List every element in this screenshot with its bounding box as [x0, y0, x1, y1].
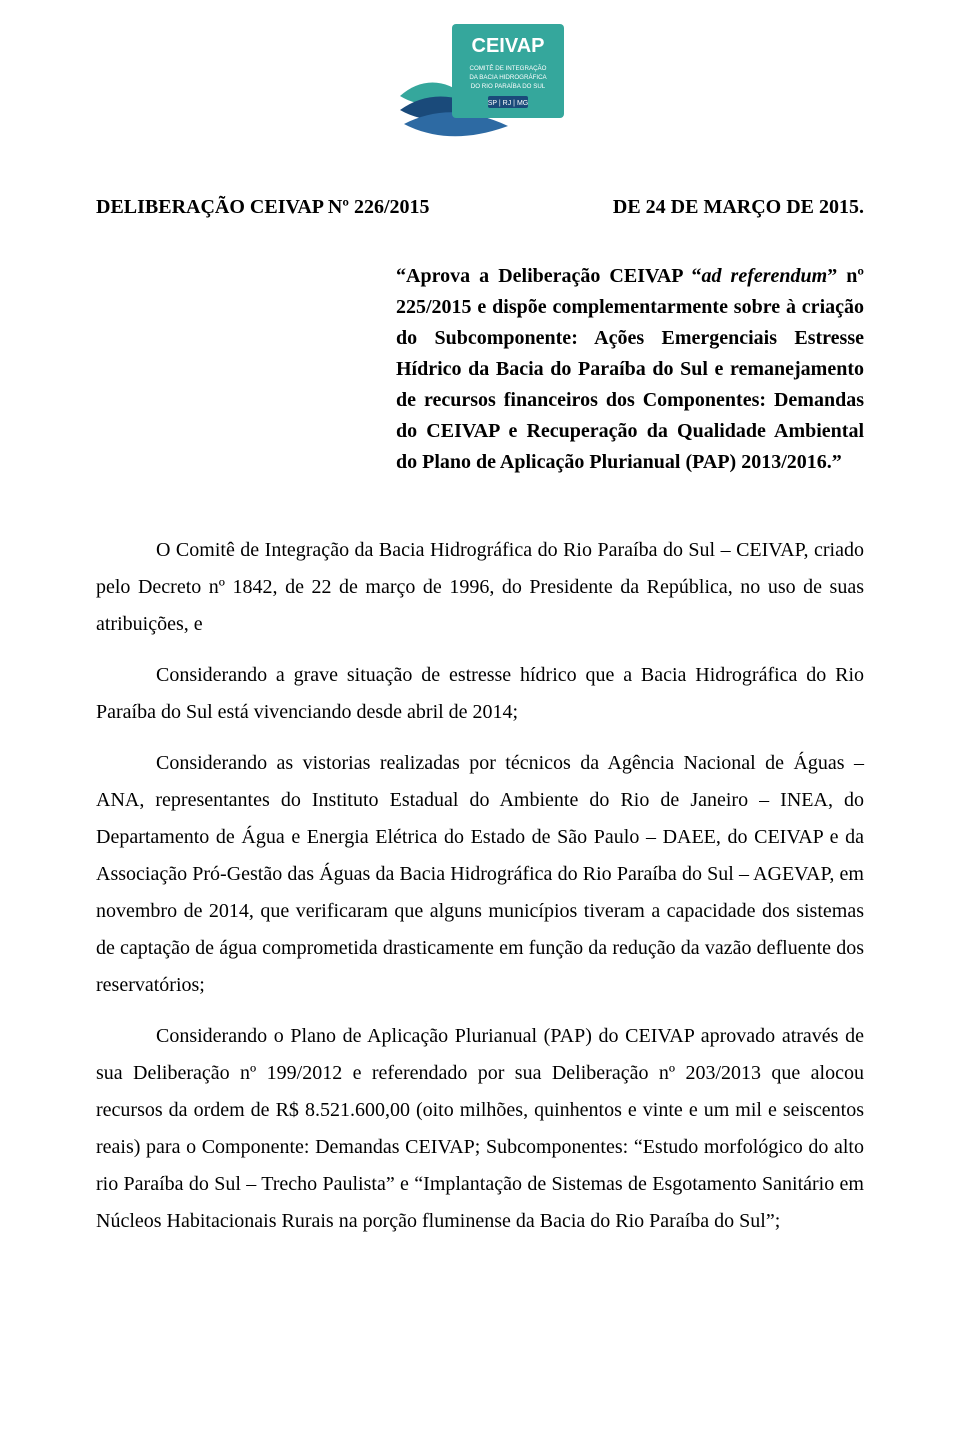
deliberation-date: DE 24 DE MARÇO DE 2015.	[613, 196, 864, 219]
paragraph-2: Considerando a grave situação de estress…	[96, 657, 864, 731]
svg-text:DA BACIA HIDROGRÁFICA: DA BACIA HIDROGRÁFICA	[469, 74, 547, 81]
deliberation-number: DELIBERAÇÃO CEIVAP Nº 226/2015	[96, 196, 430, 219]
ceivap-logo: CEIVAP COMITÊ DE INTEGRAÇÃO DA BACIA HID…	[390, 18, 570, 168]
paragraph-1: O Comitê de Integração da Bacia Hidrográ…	[96, 532, 864, 643]
quote-open: “Aprova a Deliberação CEIVAP “	[396, 265, 701, 287]
quote-rest: ” nº 225/2015 e dispõe complementarmente…	[396, 265, 864, 473]
svg-text:SP | RJ | MG: SP | RJ | MG	[488, 100, 528, 107]
paragraph-4: Considerando o Plano de Aplicação Pluria…	[96, 1018, 864, 1240]
quote-italic: ad referendum	[701, 265, 827, 287]
heading-row: DELIBERAÇÃO CEIVAP Nº 226/2015 DE 24 DE …	[96, 196, 864, 219]
svg-text:DO RIO PARAÍBA DO SUL: DO RIO PARAÍBA DO SUL	[471, 83, 546, 90]
logo-container: CEIVAP COMITÊ DE INTEGRAÇÃO DA BACIA HID…	[96, 18, 864, 168]
logo-title-text: CEIVAP	[472, 35, 545, 57]
svg-text:COMITÊ DE INTEGRAÇÃO: COMITÊ DE INTEGRAÇÃO	[469, 64, 546, 72]
paragraph-3: Considerando as vistorias realizadas por…	[96, 745, 864, 1004]
quote-block: “Aprova a Deliberação CEIVAP “ad referen…	[396, 261, 864, 478]
document-page: CEIVAP COMITÊ DE INTEGRAÇÃO DA BACIA HID…	[0, 0, 960, 1456]
